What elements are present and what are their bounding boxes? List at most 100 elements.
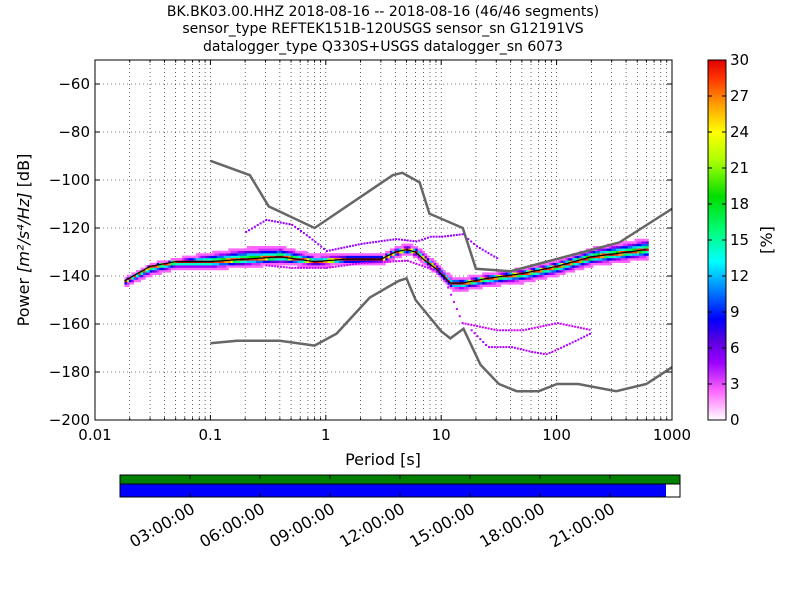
heatmap-cell bbox=[544, 262, 548, 266]
heatmap-cell bbox=[470, 284, 474, 287]
heatmap-cell bbox=[239, 260, 243, 263]
heatmap-cell bbox=[274, 258, 278, 261]
heatmap-cell bbox=[479, 277, 483, 280]
heatmap-cell bbox=[479, 282, 483, 285]
heatmap-cell bbox=[249, 253, 252, 256]
heatmap-cell bbox=[569, 262, 573, 266]
heatmap-cell bbox=[154, 270, 158, 273]
heatmap-cell bbox=[408, 248, 412, 251]
heatmap-cell bbox=[230, 258, 234, 261]
heatmap-cell bbox=[489, 274, 492, 278]
heatmap-outlier-cell bbox=[395, 260, 398, 263]
heatmap-cell bbox=[262, 253, 266, 256]
heatmap-cell bbox=[200, 262, 204, 266]
heatmap-cell bbox=[371, 253, 375, 256]
heatmap-cell bbox=[622, 243, 626, 247]
heatmap-cell bbox=[244, 262, 248, 266]
heatmap-cell bbox=[156, 267, 160, 271]
heatmap-cell bbox=[629, 258, 633, 261]
heatmap-cell bbox=[452, 289, 455, 292]
heatmap-cell bbox=[152, 270, 155, 273]
timeline-tick-label: 09:00:00 bbox=[266, 499, 338, 551]
heatmap-outlier-cell bbox=[496, 257, 499, 260]
heatmap-cell bbox=[496, 277, 499, 280]
heatmap-cell bbox=[283, 253, 287, 256]
heatmap-cell bbox=[152, 265, 155, 268]
colorbar-tick-label: 27 bbox=[730, 87, 749, 105]
heatmap-cell bbox=[468, 279, 472, 283]
heatmap-cell bbox=[159, 267, 162, 271]
heatmap-outlier-cell bbox=[467, 323, 470, 326]
x-axis-label: Period [s] bbox=[345, 450, 421, 469]
heatmap-cell bbox=[641, 255, 645, 259]
heatmap-cell bbox=[613, 260, 617, 263]
heatmap-cell bbox=[228, 255, 232, 259]
heatmap-cell bbox=[620, 260, 624, 263]
heatmap-cell bbox=[318, 262, 322, 266]
heatmap-cell bbox=[124, 284, 128, 287]
heatmap-cell bbox=[346, 260, 349, 263]
heatmap-cell bbox=[470, 277, 474, 280]
heatmap-cell bbox=[572, 265, 575, 268]
heatmap-outlier-cell bbox=[357, 243, 360, 246]
heatmap-cell bbox=[535, 267, 538, 271]
heatmap-outlier-cell bbox=[320, 245, 323, 248]
heatmap-cell bbox=[456, 277, 460, 280]
heatmap-cell bbox=[622, 241, 626, 244]
heatmap-cell bbox=[382, 258, 386, 261]
heatmap-outlier-cell bbox=[418, 239, 421, 242]
y-tick-label: −80 bbox=[58, 123, 90, 141]
heatmap-cell bbox=[505, 279, 508, 283]
heatmap-cell bbox=[179, 262, 183, 266]
heatmap-cell bbox=[267, 246, 271, 249]
heatmap-cell bbox=[306, 253, 310, 256]
heatmap-cell bbox=[394, 248, 398, 251]
heatmap-outlier-cell bbox=[533, 326, 536, 329]
heatmap-outlier-cell bbox=[383, 260, 386, 263]
heatmap-cell bbox=[299, 265, 303, 268]
heatmap-cell bbox=[558, 270, 562, 273]
heatmap-cell bbox=[454, 286, 458, 290]
heatmap-cell bbox=[311, 258, 315, 261]
heatmap-cell bbox=[426, 255, 430, 259]
heatmap-cell bbox=[230, 262, 234, 266]
heatmap-cell bbox=[556, 262, 559, 266]
heatmap-cell bbox=[556, 274, 559, 278]
heatmap-cell bbox=[170, 258, 174, 261]
y-tick-label: −100 bbox=[49, 171, 90, 189]
heatmap-cell bbox=[232, 248, 236, 251]
heatmap-outlier-cell bbox=[348, 245, 352, 248]
heatmap-cell bbox=[530, 277, 534, 280]
heatmap-cell bbox=[341, 260, 345, 263]
heatmap-outlier-cell bbox=[372, 241, 375, 244]
heatmap-cell bbox=[329, 253, 333, 256]
heatmap-outlier-cell bbox=[354, 262, 357, 265]
heatmap-cell bbox=[468, 284, 472, 287]
heatmap-cell bbox=[327, 253, 331, 256]
heatmap-cell bbox=[507, 277, 511, 280]
heatmap-cell bbox=[212, 262, 215, 266]
heatmap-outlier-cell bbox=[323, 247, 326, 250]
heatmap-cell bbox=[415, 248, 418, 251]
x-tick-label: 1000 bbox=[653, 426, 691, 444]
heatmap-cell bbox=[440, 267, 444, 271]
heatmap-outlier-cell bbox=[308, 236, 311, 239]
heatmap-outlier-cell bbox=[389, 260, 392, 263]
heatmap-cell bbox=[286, 248, 289, 251]
heatmap-cell bbox=[288, 255, 292, 259]
heatmap-cell bbox=[438, 274, 442, 278]
heatmap-cell bbox=[632, 246, 635, 249]
heatmap-outlier-cell bbox=[403, 259, 406, 262]
heatmap-outlier-cell bbox=[470, 323, 473, 326]
heatmap-cell bbox=[636, 246, 640, 249]
heatmap-cell bbox=[470, 282, 474, 285]
heatmap-cell bbox=[472, 286, 476, 290]
heatmap-outlier-cell bbox=[536, 326, 539, 329]
heatmap-cell bbox=[313, 258, 317, 261]
heatmap-outlier-cell bbox=[530, 327, 533, 330]
heatmap-cell bbox=[302, 255, 305, 259]
heatmap-cell bbox=[216, 260, 220, 263]
heatmap-cell bbox=[253, 258, 257, 261]
heatmap-cell bbox=[142, 270, 146, 273]
heatmap-cell bbox=[558, 260, 562, 263]
